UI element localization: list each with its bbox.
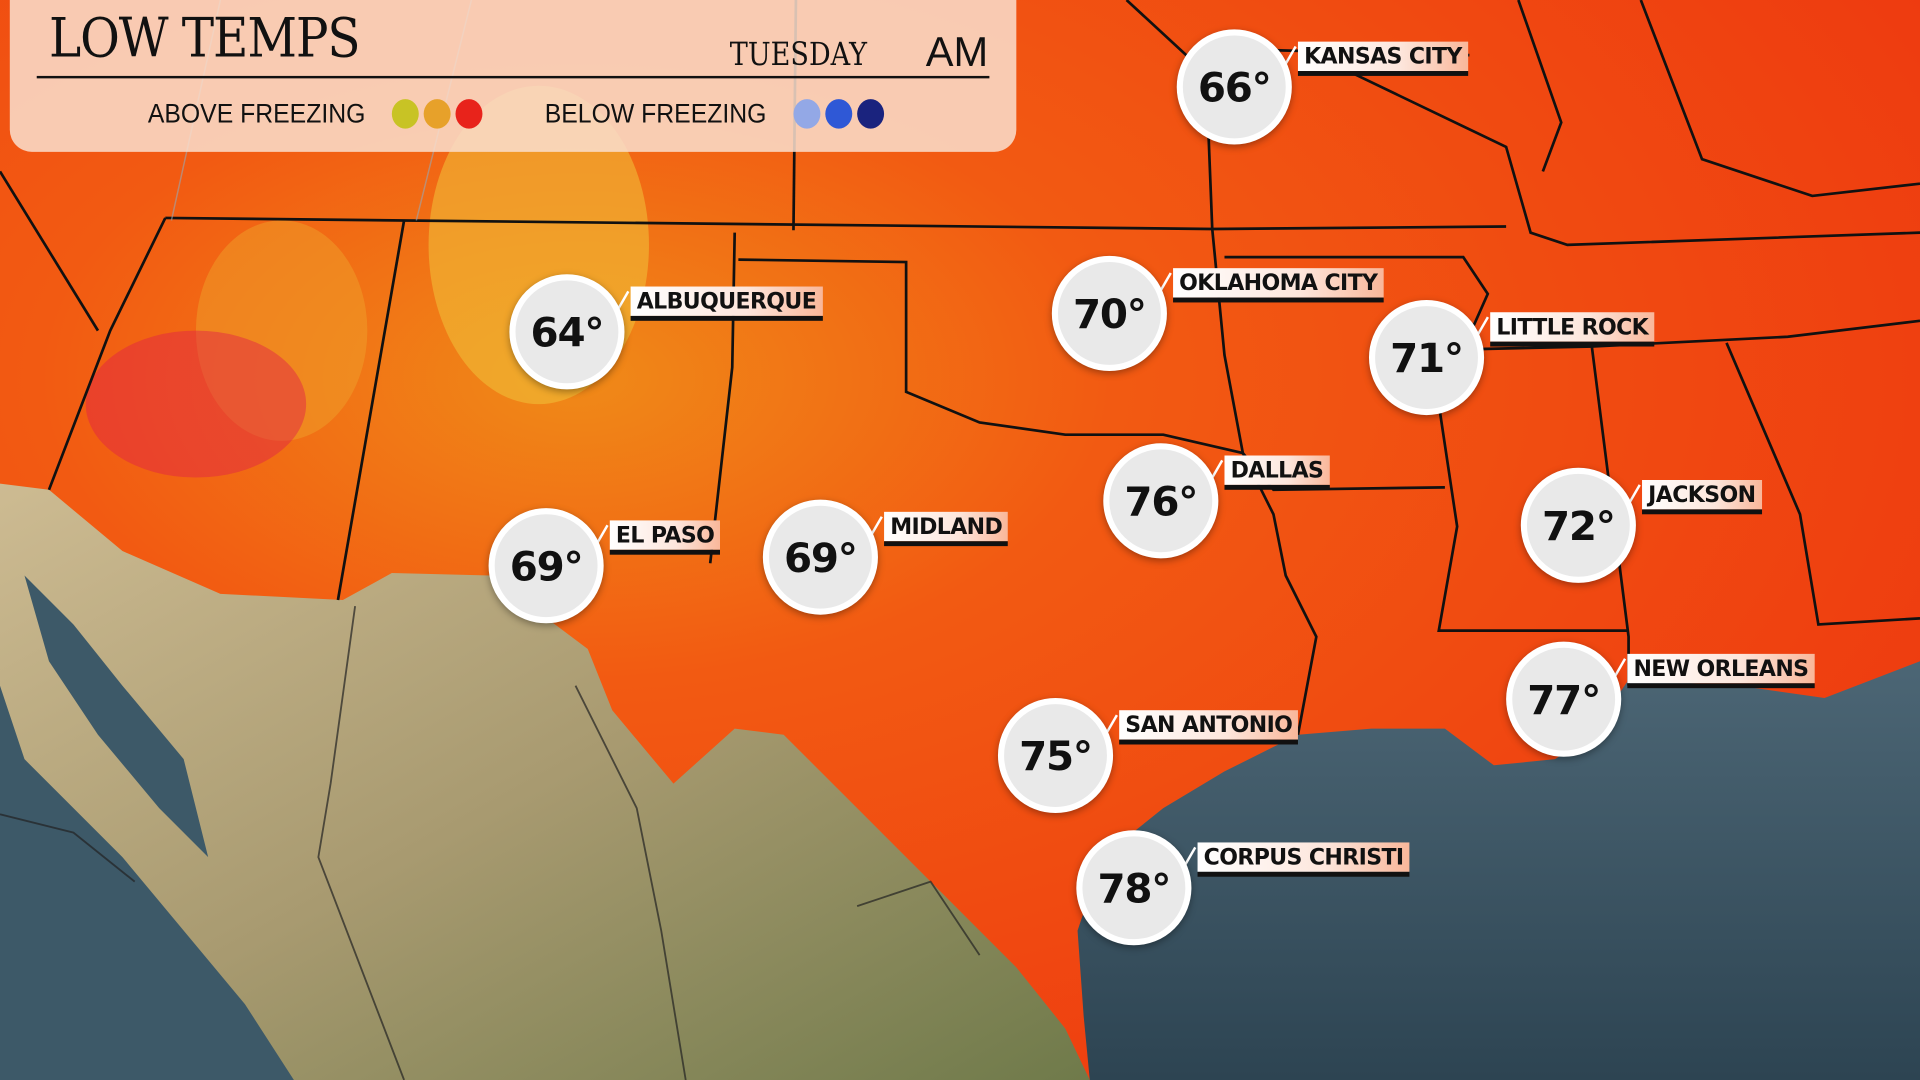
legend-swatch (423, 99, 451, 129)
city-label: LITTLE ROCK (1490, 312, 1655, 347)
temperature-bubble: 76° (1103, 443, 1219, 559)
city-label: OKLAHOMA CITY (1173, 268, 1384, 303)
temperature-bubble: 64° (509, 274, 625, 390)
temperature-bubble: 72° (1520, 467, 1636, 583)
legend-label: BELOW FREEZING (544, 97, 767, 129)
temperature-bubble: 71° (1368, 300, 1485, 416)
city-label: NEW ORLEANS (1627, 653, 1815, 689)
temperature-bubble: 69° (762, 499, 878, 615)
temperature-bubble: 70° (1051, 255, 1167, 372)
city-label: CORPUS CHRISTI (1197, 842, 1410, 877)
map-title: LOW TEMPS (48, 7, 361, 70)
legend-panel: LOW TEMPS TUESDAY AM ABOVE FREEZING BELO… (9, 0, 1017, 152)
legend-label: ABOVE FREEZING (147, 97, 366, 129)
legend-swatch (825, 99, 852, 129)
forecast-period: AM (925, 29, 989, 76)
cool-area (195, 220, 368, 441)
gulf-of-california (24, 575, 209, 858)
temperature-bubble: 78° (1076, 830, 1192, 946)
legend-swatch (856, 99, 884, 129)
city-label: ALBUQUERQUE (630, 286, 823, 321)
temperature-bubble: 66° (1176, 29, 1292, 145)
city-label: DALLAS (1224, 455, 1330, 490)
city-label: SAN ANTONIO (1119, 710, 1299, 745)
temperature-bubble: 75° (997, 697, 1114, 814)
city-label: KANSAS CITY (1297, 41, 1468, 76)
mexico-borders (0, 605, 981, 1080)
temperature-bubble: 69° (488, 508, 604, 624)
gulf-of-mexico (1077, 661, 1920, 1080)
pacific-ocean (0, 685, 294, 1080)
state-borders (0, 0, 1920, 735)
legend-below-freezing: BELOW FREEZING (535, 98, 884, 130)
title-divider (36, 75, 990, 79)
warm-area (85, 330, 307, 478)
legend-swatch (392, 99, 419, 129)
temperature-bubble: 77° (1506, 641, 1622, 757)
city-label: JACKSON (1642, 480, 1762, 515)
legend-swatch (455, 99, 483, 129)
city-label: EL PASO (609, 520, 721, 555)
forecast-day: TUESDAY (729, 36, 867, 74)
city-label: MIDLAND (884, 511, 1009, 547)
mexico (0, 483, 1090, 1080)
legend-above-freezing: ABOVE FREEZING (138, 97, 483, 130)
legend-swatch (793, 99, 821, 129)
